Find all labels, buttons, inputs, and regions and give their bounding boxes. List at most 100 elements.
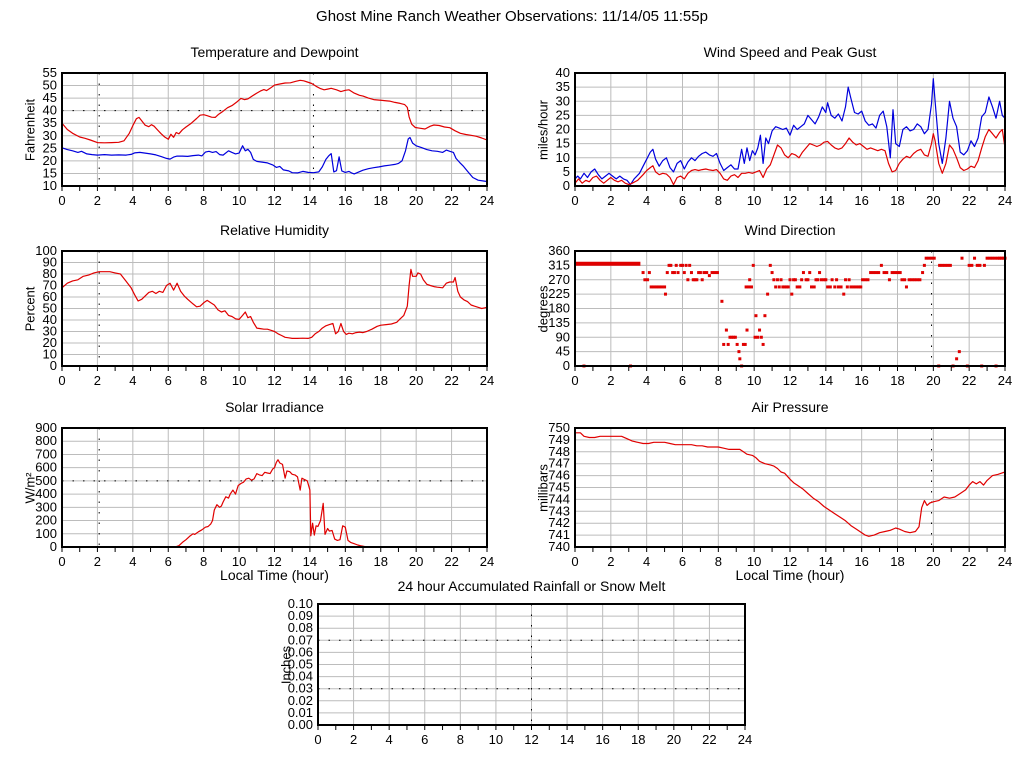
y-tick-label: 744 [548, 491, 570, 506]
x-tick-label: 8 [715, 193, 722, 208]
gridlines [575, 428, 1005, 547]
y-tick-label: 10 [43, 178, 57, 193]
x-tick-label: 8 [457, 732, 464, 747]
x-tick-label: 24 [998, 373, 1012, 388]
plot-frame [61, 72, 488, 187]
series-temperature [61, 79, 488, 144]
y-tick-label: 45 [43, 90, 57, 105]
minor-x-ticks [61, 187, 488, 191]
x-tick-label: 8 [200, 554, 207, 569]
chart-title: Solar Irradiance [225, 399, 324, 415]
y-tick-label: 741 [548, 527, 570, 542]
minor-x-ticks [574, 187, 1006, 191]
plot-frame [61, 250, 488, 367]
x-tick-label: 18 [890, 554, 904, 569]
x-tick-label: 8 [715, 554, 722, 569]
y-tick-label: 35 [556, 79, 570, 94]
x-tick-label: 24 [738, 732, 752, 747]
x-tick-label: 14 [303, 193, 317, 208]
y-tick-label: 225 [548, 286, 570, 301]
minor-x-ticks [574, 548, 1006, 552]
x-tick-label: 16 [338, 554, 352, 569]
x-axis-label: Local Time (hour) [220, 567, 329, 583]
y-tick-label: 10 [43, 347, 57, 362]
x-tick-label: 4 [129, 373, 136, 388]
x-tick-label: 12 [783, 554, 797, 569]
x-tick-label: 24 [480, 193, 494, 208]
y-tick-label: 0.03 [288, 681, 313, 696]
x-tick-label: 0 [571, 373, 578, 388]
y-tick-label: 700 [35, 446, 57, 461]
chart-title: 24 hour Accumulated Rainfall or Snow Mel… [397, 578, 666, 594]
x-tick-label: 20 [926, 193, 940, 208]
x-tick-label: 18 [631, 732, 645, 747]
y-tick-label: 70 [43, 278, 57, 293]
x-tick-label: 6 [165, 193, 172, 208]
x-tick-label: 10 [747, 554, 761, 569]
x-tick-label: 14 [560, 732, 574, 747]
x-tick-label: 6 [679, 193, 686, 208]
gridlines [62, 251, 487, 366]
x-tick-label: 4 [643, 554, 650, 569]
x-tick-label: 4 [386, 732, 393, 747]
x-axis-label: Local Time (hour) [735, 567, 845, 583]
y-tick-label: 270 [548, 272, 570, 287]
chart-title: Wind Direction [744, 222, 836, 238]
y-tick-label: 742 [548, 515, 570, 530]
y-tick-label: 0.02 [288, 693, 313, 708]
plot-frame [317, 603, 746, 726]
series-air-pressure [575, 432, 1006, 537]
y-tick-label: 400 [35, 486, 57, 501]
y-tick-label: 5 [563, 164, 570, 179]
x-tick-label: 4 [643, 373, 650, 388]
x-tick-label: 2 [94, 193, 101, 208]
y-tick-label: 45 [556, 344, 570, 359]
y-tick-label: 30 [556, 93, 570, 108]
y-tick-label: 0.09 [288, 608, 313, 623]
x-tick-label: 20 [409, 554, 423, 569]
x-tick-label: 12 [267, 554, 281, 569]
chart-title: Air Pressure [751, 399, 829, 415]
x-tick-label: 12 [267, 193, 281, 208]
x-tick-label: 6 [421, 732, 428, 747]
x-tick-label: 10 [232, 554, 246, 569]
x-tick-label: 20 [926, 373, 940, 388]
y-tick-label: 747 [548, 456, 570, 471]
x-tick-label: 2 [607, 193, 614, 208]
y-tick-label: 40 [43, 312, 57, 327]
y-tick-label: 749 [548, 432, 570, 447]
y-tick-label: 50 [43, 78, 57, 93]
series-relative-humidity [61, 268, 488, 340]
y-tick-label: 100 [35, 526, 57, 541]
chart-title: Temperature and Dewpoint [190, 44, 359, 60]
minor-x-ticks [61, 367, 488, 371]
y-tick-label: 30 [43, 128, 57, 143]
y-tick-label: 743 [548, 503, 570, 518]
chart-title: Relative Humidity [220, 222, 329, 238]
x-tick-label: 12 [267, 373, 281, 388]
x-tick-label: 18 [890, 193, 904, 208]
gridlines [62, 73, 487, 186]
x-tick-label: 24 [998, 554, 1012, 569]
y-tick-label: 0.05 [288, 657, 313, 672]
x-tick-label: 8 [715, 373, 722, 388]
rainfall-plot: 0.000.010.020.030.040.050.060.070.080.09… [288, 596, 753, 747]
x-tick-label: 14 [819, 193, 833, 208]
x-tick-label: 10 [232, 373, 246, 388]
plot-frame [574, 72, 1006, 187]
y-tick-label: 0 [50, 358, 57, 373]
y-tick-label: 0.04 [288, 669, 313, 684]
x-tick-label: 24 [480, 373, 494, 388]
x-tick-label: 22 [962, 373, 976, 388]
x-tick-label: 16 [338, 373, 352, 388]
y-tick-label: 40 [556, 65, 570, 80]
gridlines [575, 73, 1005, 186]
y-tick-label: 25 [43, 140, 57, 155]
x-tick-label: 12 [524, 732, 538, 747]
x-tick-label: 22 [962, 554, 976, 569]
